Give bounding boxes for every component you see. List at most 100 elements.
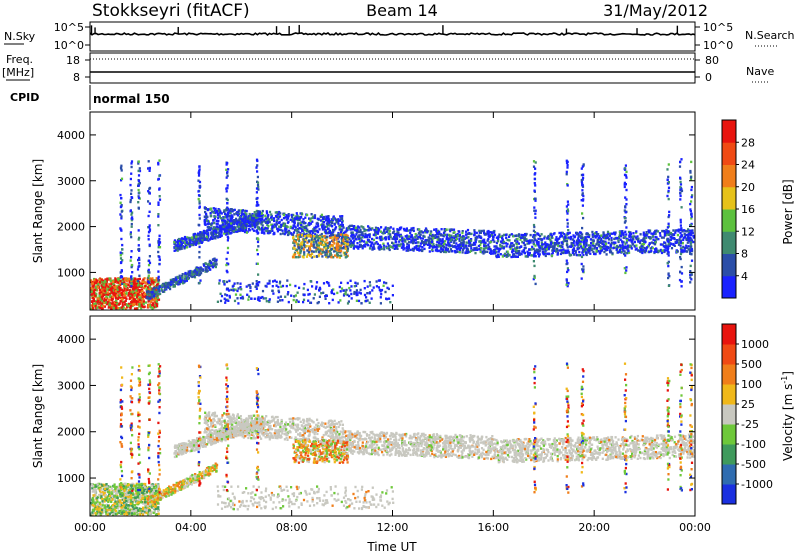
echo-cell [663, 249, 666, 252]
echo-cell [566, 251, 569, 254]
echo-cell [116, 288, 119, 291]
echo-cell [619, 246, 622, 250]
echo-cell [654, 232, 657, 235]
echo-cell [413, 246, 416, 249]
echo-cell [440, 240, 443, 243]
echo-cell [520, 233, 523, 237]
power-echo-cells [90, 158, 695, 310]
echo-cell [365, 241, 368, 244]
echo-cell [324, 219, 328, 222]
echo-cell [430, 237, 433, 241]
echo-cell [192, 233, 195, 237]
echo-cell [260, 231, 263, 234]
echo-cell [345, 255, 349, 258]
echo-cell [217, 228, 220, 231]
echo-cell [129, 294, 132, 297]
echo-cell [538, 249, 541, 252]
echo-cell [203, 218, 206, 222]
echo-cell [342, 294, 346, 297]
echo-cell [154, 303, 157, 307]
echo-cell [509, 244, 512, 247]
echo-cell [387, 236, 390, 239]
echo-cell [340, 242, 343, 245]
echo-cell [572, 247, 576, 250]
echo-cell [340, 217, 344, 221]
echo-cell [376, 231, 380, 235]
echo-cell [234, 288, 237, 291]
echo-cell [622, 246, 625, 250]
echo-cell [155, 294, 158, 298]
echo-cell [234, 230, 237, 233]
echo-cell [342, 246, 345, 250]
echo-cell [135, 282, 138, 286]
echo-cell [101, 299, 104, 302]
echo-cell [483, 231, 486, 235]
echo-cell [632, 232, 635, 235]
echo-cell [174, 243, 177, 246]
echo-cell [512, 253, 515, 257]
echo-cell [343, 231, 346, 235]
echo-cell [436, 245, 439, 248]
echo-cell [137, 258, 140, 262]
echo-cell [302, 248, 305, 251]
echo-cell [107, 298, 111, 301]
echo-cell [383, 228, 386, 231]
echo-cell [372, 233, 375, 236]
echo-cell [304, 226, 307, 229]
echo-cell [477, 234, 481, 237]
echo-cell [387, 247, 390, 250]
echo-cell [263, 219, 266, 222]
echo-cell [271, 226, 274, 230]
echo-cell [102, 304, 105, 308]
echo-cell [563, 236, 567, 239]
echo-cell [569, 245, 573, 248]
echo-cell [525, 238, 528, 241]
echo-cell [290, 215, 294, 218]
echo-cell [180, 247, 183, 250]
echo-cell [307, 230, 310, 233]
echo-cell [356, 245, 359, 248]
echo-cell [650, 241, 653, 244]
echo-cell [605, 247, 608, 250]
echo-cell [536, 232, 539, 235]
echo-cell [594, 252, 597, 256]
nsky-panel: 10^5 10^0 10^5 10^0 N.Sky N.Search [4, 21, 795, 52]
echo-cell [316, 230, 320, 234]
echo-cell [226, 232, 229, 235]
echo-cell [431, 248, 434, 251]
echo-cell [326, 246, 329, 249]
echo-cell [258, 281, 261, 284]
echo-cell [294, 217, 297, 220]
echo-cell [251, 218, 254, 222]
echo-cell [286, 217, 289, 220]
echo-cell [268, 298, 271, 301]
echo-cell [264, 220, 267, 224]
echo-cell [455, 235, 458, 239]
nsky-trace [89, 24, 696, 37]
echo-cell [616, 236, 619, 240]
echo-cell [631, 237, 635, 240]
echo-cell [155, 304, 158, 307]
echo-cell [461, 231, 464, 235]
echo-cell [553, 244, 556, 247]
echo-cell [641, 251, 644, 255]
echo-cell [92, 283, 95, 287]
echo-cell [123, 289, 126, 292]
echo-cell [206, 208, 210, 211]
echo-cell [95, 292, 98, 295]
echo-cell [277, 217, 280, 220]
echo-cell [223, 209, 226, 212]
echo-cell [331, 225, 334, 228]
echo-cell [519, 245, 523, 248]
echo-cell [313, 255, 316, 258]
echo-cell [458, 251, 461, 254]
echo-cell [114, 289, 117, 293]
echo-cell [637, 249, 640, 252]
echo-cell [119, 205, 122, 209]
echo-cell [276, 230, 279, 233]
echo-cell [105, 301, 108, 304]
echo-cell [470, 232, 473, 236]
echo-cell [246, 220, 249, 223]
echo-cell [121, 248, 124, 251]
echo-cell [517, 242, 520, 245]
